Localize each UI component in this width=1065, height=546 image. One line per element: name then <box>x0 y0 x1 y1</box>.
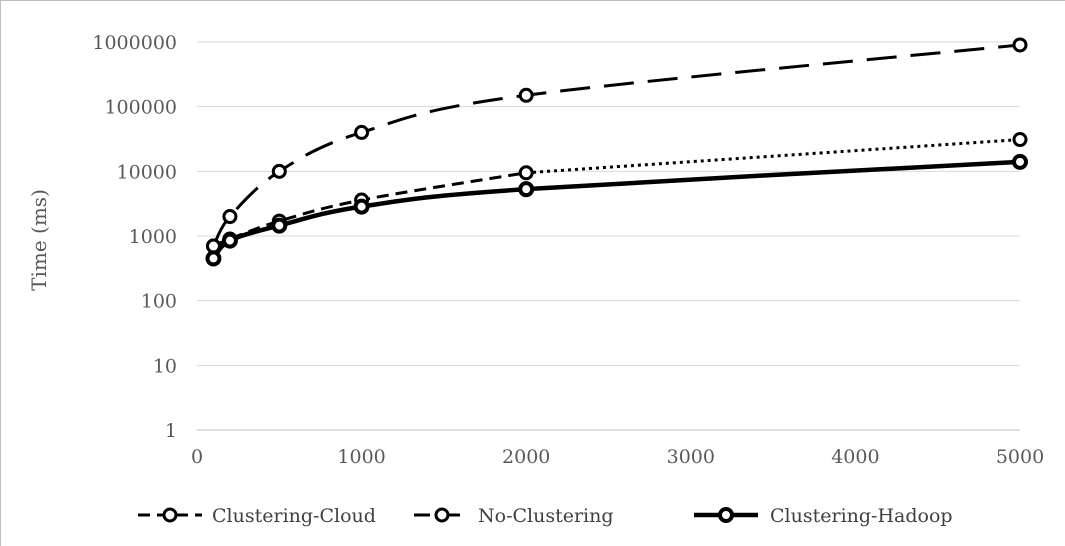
y-tick-label: 10 <box>153 355 177 377</box>
x-tick-label: 3000 <box>667 446 715 468</box>
y-tick-label: 1000000 <box>92 32 177 54</box>
legend-label: Clustering-Cloud <box>212 505 376 527</box>
series-line-clustering-hadoop <box>211 159 1021 260</box>
legend-item: Clustering-Cloud <box>138 505 376 527</box>
legend-marker <box>162 507 178 523</box>
legend-item: No-Clustering <box>414 505 614 527</box>
y-tick-label: 10000 <box>117 161 177 183</box>
legend-label: Clustering-Hadoop <box>770 505 953 527</box>
y-tick-label: 100000 <box>104 97 177 119</box>
data-point <box>518 87 534 103</box>
y-tick-label: 1 <box>165 420 177 442</box>
legend-marker <box>718 507 734 523</box>
data-point <box>518 165 534 181</box>
data-point <box>1012 37 1028 53</box>
x-tick-label: 5000 <box>996 446 1044 468</box>
x-tick-label: 4000 <box>831 446 879 468</box>
series-line-no-clustering <box>212 43 1021 247</box>
series-line-clustering-cloud-tail <box>526 138 1021 175</box>
data-point <box>353 198 370 215</box>
x-tick-label: 2000 <box>502 446 550 468</box>
x-tick-label: 1000 <box>337 446 385 468</box>
x-axis-ticks: 0 1000 2000 3000 4000 5000 <box>191 446 1044 468</box>
series-lines <box>211 43 1021 260</box>
data-point <box>271 217 288 234</box>
data-point <box>221 232 238 249</box>
data-point <box>205 238 221 254</box>
data-point <box>205 250 222 267</box>
legend-label: No-Clustering <box>478 505 614 527</box>
legend: Clustering-Cloud No-Clustering Clustering-… <box>138 505 953 527</box>
data-point <box>1012 153 1028 170</box>
x-tick-label: 0 <box>191 446 203 468</box>
series-markers <box>205 37 1028 267</box>
data-point <box>1012 132 1028 148</box>
data-point <box>354 124 370 140</box>
y-tick-label: 1000 <box>129 226 177 248</box>
y-tick-label: 100 <box>141 291 177 313</box>
legend-marker <box>434 507 450 523</box>
y-axis-title: Time (ms) <box>27 189 51 291</box>
data-point <box>222 209 238 225</box>
y-axis-ticks: 1 10 100 1000 10000 100000 1000000 <box>92 32 177 442</box>
data-point <box>518 181 535 198</box>
series-line-clustering-cloud <box>212 171 527 248</box>
gridlines <box>197 41 1020 366</box>
data-point <box>271 163 287 179</box>
legend-item: Clustering-Hadoop <box>694 505 953 527</box>
